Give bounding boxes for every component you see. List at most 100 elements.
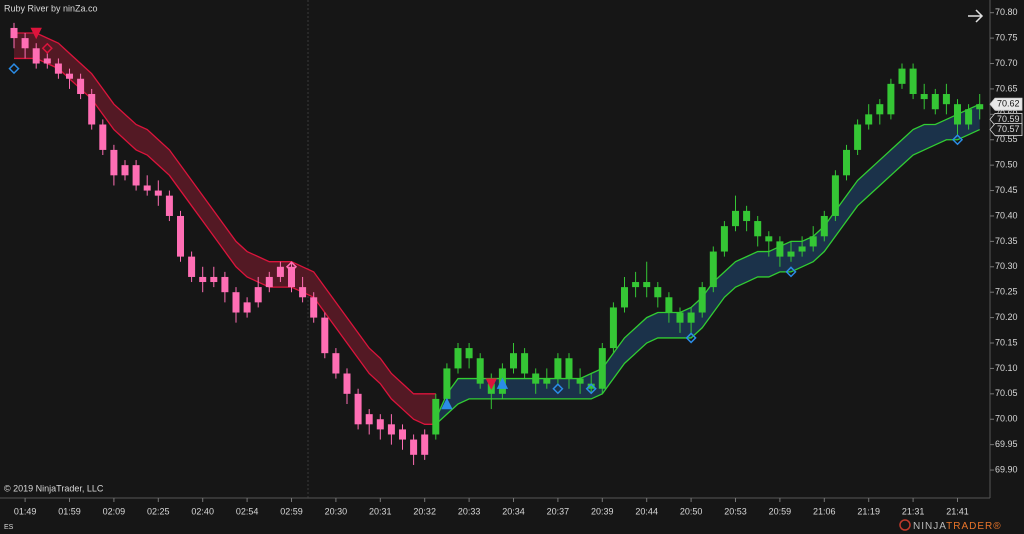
candle-body	[843, 149, 850, 176]
candle-body	[954, 104, 961, 125]
candle-body	[387, 424, 395, 435]
price-flag	[989, 97, 1023, 111]
x-tick-label: 21:19	[857, 506, 880, 516]
candle-body	[665, 297, 673, 313]
candle-body	[532, 373, 540, 384]
candle-body	[332, 353, 340, 374]
candle-body	[654, 287, 662, 298]
y-tick-label: 70.25	[995, 287, 1018, 297]
candle-body	[154, 190, 162, 196]
candle-body	[88, 94, 96, 125]
candle-body	[765, 236, 773, 242]
x-tick-label: 20:44	[635, 506, 658, 516]
x-tick-label: 20:33	[458, 506, 481, 516]
y-tick-label: 70.55	[995, 134, 1018, 144]
plot-area: 69.90 69.95 70.00 70.05 70.10 70.15 70.20 70.25…	[8, 7, 1023, 516]
candle-body	[399, 429, 406, 440]
candle-body	[132, 165, 140, 186]
x-tick-label: 20:31	[369, 506, 392, 516]
candle-body	[299, 287, 307, 298]
candle-body	[720, 226, 728, 252]
x-tick-label: 20:50	[680, 506, 703, 516]
candle-body	[609, 307, 617, 349]
candle-body	[920, 94, 928, 100]
candle-body	[887, 83, 895, 115]
candle-body	[443, 368, 451, 399]
x-tick-label: 01:59	[58, 506, 81, 516]
candle-body	[254, 287, 262, 303]
expand-arrow[interactable]	[968, 9, 984, 23]
candle-body	[787, 251, 795, 257]
signal-marker	[496, 377, 509, 389]
logo-part: NINJA	[913, 521, 946, 532]
y-tick-label: 70.10	[995, 363, 1018, 373]
chart-title: Ruby River by ninZa.co	[4, 3, 98, 13]
candle-body	[188, 256, 196, 277]
y-tick-label: 70.40	[995, 210, 1018, 220]
x-tick-label: 20:59	[769, 506, 792, 516]
band-upper	[435, 103, 980, 420]
candle-body	[210, 276, 218, 283]
y-tick-label: 70.70	[995, 58, 1018, 68]
y-tick-label: 70.35	[995, 236, 1018, 246]
logo: NINJATRADER®	[913, 521, 1002, 532]
candle-body	[931, 94, 939, 110]
candle-body	[909, 68, 917, 95]
candle-body	[854, 124, 862, 150]
candle-body	[276, 266, 284, 277]
candle-body	[243, 302, 251, 313]
x-tick-label: 02:40	[191, 506, 214, 516]
y-tick-label: 69.90	[995, 464, 1018, 474]
signal-marker	[685, 332, 697, 344]
candle-body	[354, 393, 362, 425]
candle-body	[365, 414, 373, 425]
candle-body	[77, 78, 85, 95]
price-flag	[989, 123, 1023, 136]
candle-body	[809, 236, 817, 247]
candle-body	[876, 104, 884, 115]
signal-marker	[8, 63, 20, 75]
candle-body	[43, 58, 51, 64]
y-tick-label: 70.45	[995, 185, 1018, 195]
candle-body	[643, 282, 651, 288]
signal-marker	[785, 266, 797, 278]
candle-body	[454, 348, 462, 369]
candle-body	[820, 215, 828, 237]
candle-body	[66, 73, 73, 79]
band-upper	[14, 32, 436, 395]
candle-body	[776, 241, 784, 257]
logo-part: TRADER®	[946, 521, 1001, 532]
signal-marker	[441, 397, 453, 410]
candle-body	[476, 358, 484, 384]
x-tick-label: 21:06	[813, 506, 836, 516]
candle-body	[99, 124, 107, 150]
x-tick-label: 21:41	[946, 506, 969, 516]
signal-marker	[552, 383, 564, 395]
candle-body	[232, 292, 240, 313]
x-tick-label: 02:54	[236, 506, 259, 516]
candle-body	[321, 317, 329, 354]
candle-body	[21, 38, 29, 49]
y-tick-label: 70.65	[995, 83, 1018, 93]
band-fill	[14, 33, 436, 425]
signal-marker	[30, 27, 42, 40]
candle-body	[510, 353, 517, 369]
signal-marker	[951, 134, 964, 146]
candle-body	[521, 353, 529, 374]
y-tick-label: 70.05	[995, 388, 1018, 398]
candle-body	[165, 195, 173, 216]
candle-body	[343, 373, 351, 394]
band-lower	[435, 128, 980, 425]
candle-body	[598, 348, 606, 389]
candle-body	[432, 398, 440, 435]
copyright: © 2019 NinjaTrader, LLC	[4, 483, 104, 493]
x-tick-label: 02:25	[147, 506, 170, 516]
candle-body	[421, 434, 429, 455]
candle-body	[199, 276, 207, 283]
y-tick-label: 70.15	[995, 337, 1018, 347]
candle-body	[621, 287, 628, 308]
candle-body	[831, 175, 839, 216]
candle-body	[543, 378, 551, 384]
candle-body	[965, 109, 973, 125]
